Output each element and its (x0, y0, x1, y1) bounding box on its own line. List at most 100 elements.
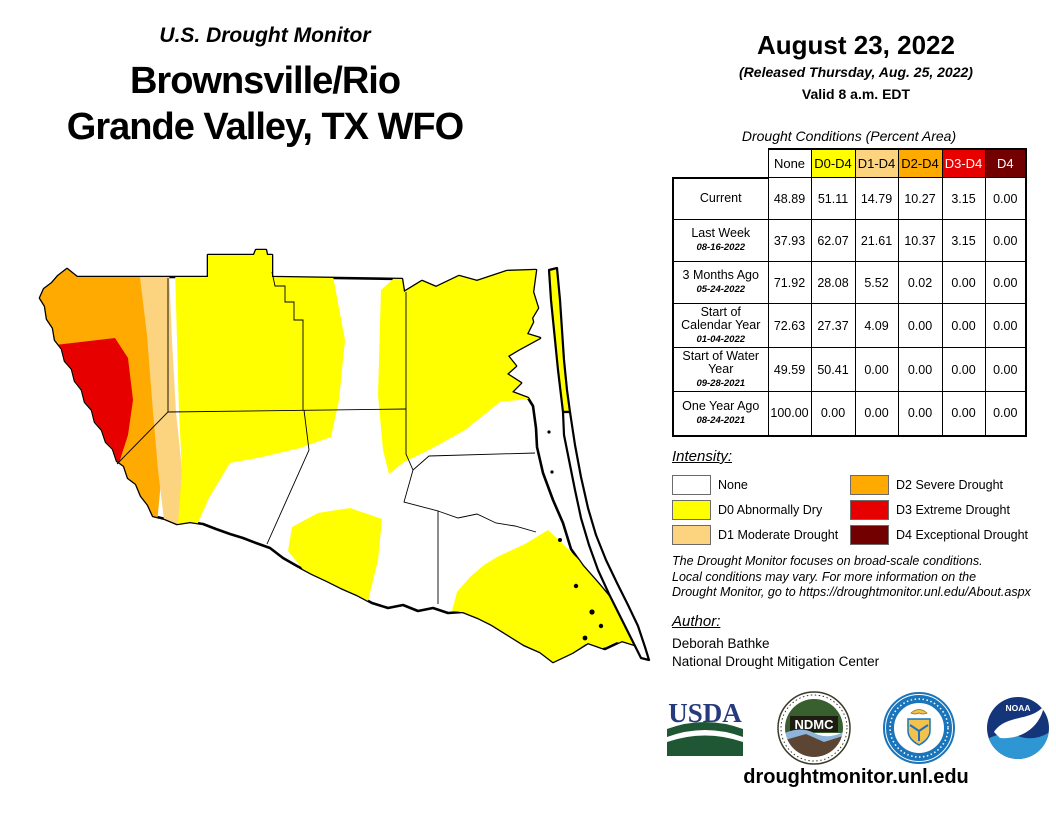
col-header-d2d4: D2-D4 (897, 148, 943, 178)
cell-value: 10.37 (897, 219, 943, 262)
legend-label: D0 Abnormally Dry (718, 502, 823, 517)
cell-value: 0.02 (897, 261, 943, 304)
col-header-d3d4: D3-D4 (941, 148, 986, 178)
cell-value: 0.00 (941, 391, 986, 437)
footer-url: droughtmonitor.unl.edu (743, 766, 969, 788)
author-heading: Author: (672, 613, 721, 630)
cell-value: 49.59 (767, 347, 812, 392)
cell-value: 27.37 (810, 303, 856, 348)
cell-value: 14.79 (854, 177, 899, 220)
cell-value: 0.00 (941, 303, 986, 348)
cell-value: 48.89 (767, 177, 812, 220)
noaa-logo: NOAA (987, 697, 1049, 759)
row-label: Current (699, 191, 742, 206)
legend-label: D1 Moderate Drought (718, 527, 839, 542)
commerce-seal (883, 692, 955, 764)
legend-swatch-d0 (672, 499, 711, 520)
disclaimer-line: The Drought Monitor focuses on broad-sca… (672, 554, 983, 568)
legend-label: D3 Extreme Drought (896, 502, 1010, 517)
usda-logo: USDA (666, 698, 744, 756)
table-header-row: None D0-D4 D1-D4 D2-D4 D3-D4 D4 (673, 148, 1027, 178)
author-block: Author: Deborah Bathke National Drought … (672, 613, 1052, 669)
cell-value: 28.08 (810, 261, 856, 304)
row-label: 3 Months Ago (682, 268, 759, 282)
legend-swatch-none (672, 474, 711, 495)
cell-value: 51.11 (810, 177, 856, 220)
map-date: August 23, 2022 (757, 30, 955, 60)
valid-time: Valid 8 a.m. EDT (801, 86, 911, 102)
disclaimer-text: The Drought Monitor focuses on broad-sca… (672, 554, 1052, 601)
legend-swatch-d2 (850, 474, 889, 495)
col-header-d0d4: D0-D4 (810, 148, 856, 178)
drought-conditions-table: None D0-D4 D1-D4 D2-D4 D3-D4 D4 Current … (672, 148, 1027, 437)
table-row: Start of Calendar Year 01-04-2022 72.63 2… (672, 303, 1027, 348)
table-corner-cell (673, 149, 768, 178)
title-block: U.S. Drought Monitor Brownsville/Rio Gra… (35, 24, 495, 150)
cell-value: 100.00 (767, 391, 812, 437)
cell-value: 0.00 (941, 261, 986, 304)
cell-value: 37.93 (767, 219, 812, 262)
disclaimer-line: Local conditions may vary. For more info… (672, 569, 977, 584)
legend-swatch-d3 (850, 499, 889, 520)
cell-value: 72.63 (767, 303, 812, 348)
row-date: 01-04-2022 (696, 333, 746, 345)
cell-value: 0.00 (984, 347, 1027, 392)
cell-value: 0.00 (984, 261, 1027, 304)
lagoon-islets (547, 430, 604, 641)
legend-label: D2 Severe Drought (896, 477, 1004, 492)
barrier-island-north (547, 266, 572, 414)
cell-value: 50.41 (810, 347, 856, 392)
cell-value: 0.00 (854, 391, 899, 437)
legend-label: D4 Exceptional Drought (896, 527, 1029, 542)
cell-value: 3.15 (941, 177, 986, 220)
county-boundaries (116, 271, 537, 604)
table-row: 3 Months Ago 05-24-2022 71.92 28.08 5.52 … (672, 261, 1027, 304)
cell-value: 21.61 (854, 219, 899, 262)
table-caption: Drought Conditions (Percent Area) (741, 128, 957, 144)
cell-value: 62.07 (810, 219, 856, 262)
legend-item-d3: D3 Extreme Drought (850, 497, 1052, 522)
table-row: Start of Water Year 09-28-2021 49.59 50.4… (672, 347, 1027, 392)
cell-value: 4.09 (854, 303, 899, 348)
ndmc-logo: NDMC (777, 691, 851, 765)
cell-value: 71.92 (767, 261, 812, 304)
cell-value: 0.00 (897, 303, 943, 348)
cell-value: 0.00 (854, 347, 899, 392)
row-date: 09-28-2021 (696, 377, 746, 389)
cell-value: 0.00 (984, 303, 1027, 348)
row-label: Last Week (691, 226, 751, 240)
row-label: Start of Calendar Year (681, 304, 761, 332)
disclaimer-line: Drought Monitor, go to https://droughtmo… (672, 585, 1031, 599)
cell-value: 10.27 (897, 177, 943, 220)
ndmc-text: NDMC (795, 717, 835, 732)
row-date: 08-16-2022 (696, 242, 746, 253)
map-region-d0-northeast (378, 264, 545, 474)
author-name: Deborah Bathke (672, 636, 770, 651)
legend-item-d2: D2 Severe Drought (850, 472, 1052, 497)
legend-title: Intensity: (672, 448, 733, 465)
table-row: Current 48.89 51.11 14.79 10.27 3.15 0.0… (672, 176, 1027, 220)
map-region-d1-moderate (138, 268, 182, 526)
col-header-d1d4: D1-D4 (854, 148, 899, 178)
legend-item-none: None (672, 472, 850, 497)
row-date: 05-24-2022 (696, 284, 746, 295)
author-org: National Drought Mitigation Center (672, 654, 880, 669)
row-label: One Year Ago (682, 398, 760, 413)
cell-value: 0.00 (941, 347, 986, 392)
noaa-text: NOAA (1005, 703, 1030, 713)
released-date: (Released Thursday, Aug. 25, 2022) (739, 64, 973, 80)
cell-value: 0.00 (897, 347, 943, 392)
agency-logos: USDA NDMC (664, 690, 1050, 766)
page-title-line1: Brownsville/Rio (129, 60, 401, 102)
row-label: Start of Water Year (682, 348, 760, 376)
map-region-d0-cameron (452, 530, 638, 662)
monitor-kicker: U.S. Drought Monitor (159, 24, 371, 47)
drought-map (38, 248, 651, 664)
cell-value: 0.00 (984, 219, 1027, 262)
legend-item-d0: D0 Abnormally Dry (672, 497, 850, 522)
cell-value: 0.00 (810, 391, 856, 437)
legend-item-d1: D1 Moderate Drought (672, 522, 850, 547)
row-date: 08-24-2021 (696, 414, 746, 426)
barrier-island-south (561, 410, 651, 662)
